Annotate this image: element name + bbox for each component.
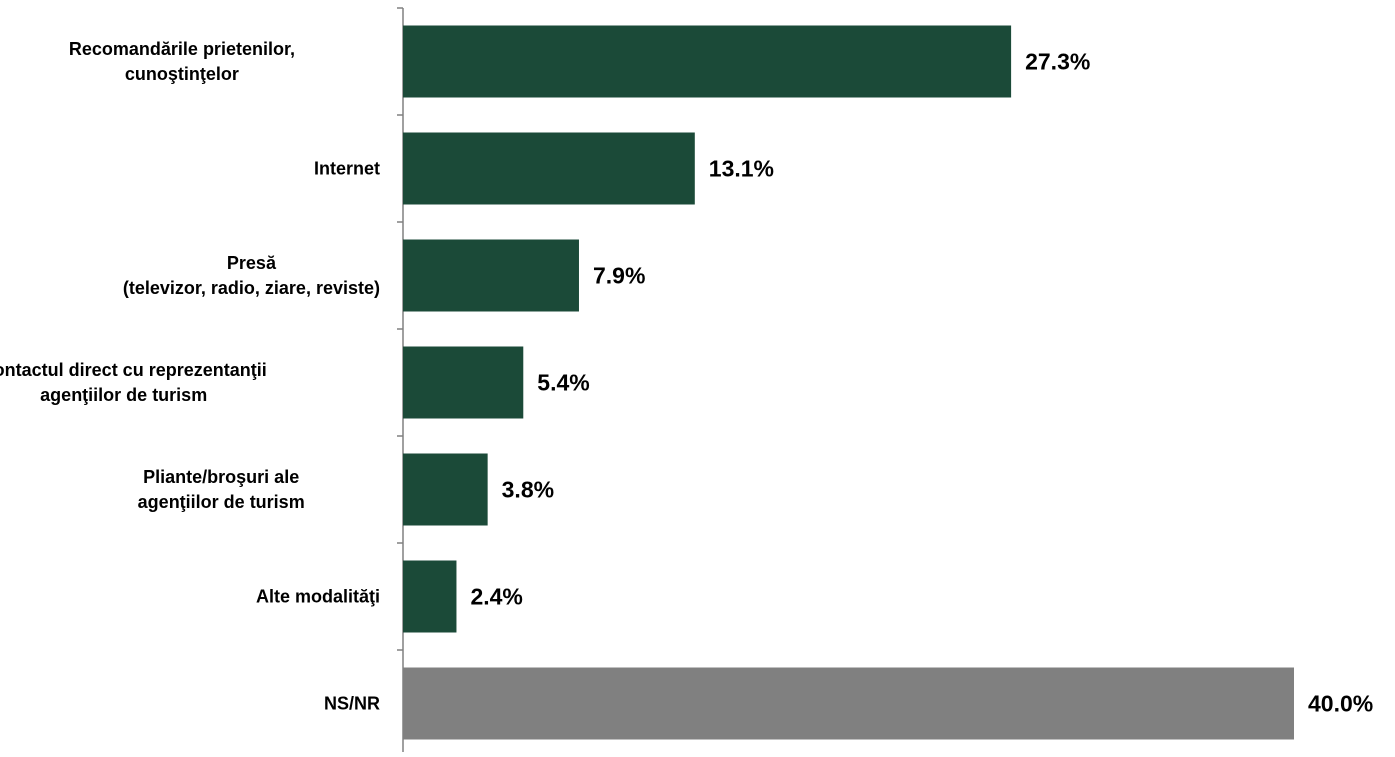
category-label: Alte modalităţi (256, 587, 380, 607)
bar (403, 239, 579, 312)
axis-layer (397, 7, 404, 757)
bar (403, 346, 524, 419)
category-label-line: Presă (227, 253, 277, 273)
category-labels-layer: Recomandările prietenilor, cunoştinţelor I… (0, 39, 380, 714)
category-label-line: cunoştinţelor (125, 64, 239, 84)
category-label-line: Contactul direct cu reprezentanţii (0, 360, 267, 380)
category-label: Recomandările prietenilor, cunoştinţelor (69, 39, 295, 84)
category-label: NS/NR (324, 694, 380, 714)
value-labels-layer: 27.3% 13.1% 7.9% 5.4% 3.8% 2.4% 40.0% (470, 49, 1373, 717)
category-label-line: Recomandările prietenilor, (69, 39, 295, 59)
bar-value-label: 5.4% (537, 370, 589, 396)
bar-value-label: 3.8% (502, 477, 554, 503)
bar (403, 453, 488, 526)
category-label-line: (televizor, radio, ziare, reviste) (123, 278, 380, 298)
bar-value-label: 13.1% (709, 156, 774, 182)
category-label-line: Pliante/broşuri ale (143, 467, 299, 487)
category-label-line: NS/NR (324, 694, 380, 714)
bar (403, 560, 457, 633)
bars-layer (403, 25, 1294, 740)
category-label: Pliante/broşuri ale agenţiilor de turism (138, 467, 305, 512)
bar (403, 25, 1012, 98)
bar (403, 132, 695, 205)
category-label: Internet (314, 159, 380, 179)
bar-value-label: 27.3% (1025, 49, 1090, 75)
category-label: Contactul direct cu reprezentanţii agenţi… (0, 360, 267, 405)
category-label-line: agenţiilor de turism (40, 385, 207, 405)
bar-value-label: 2.4% (470, 584, 522, 610)
category-label-line: Internet (314, 159, 380, 179)
bar-value-label: 7.9% (593, 263, 645, 289)
category-label: Presă (televizor, radio, ziare, reviste) (123, 253, 380, 298)
category-label-line: agenţiilor de turism (138, 492, 305, 512)
bar-value-label: 40.0% (1308, 691, 1373, 717)
category-label-line: Alte modalităţi (256, 587, 380, 607)
bar (403, 667, 1294, 740)
